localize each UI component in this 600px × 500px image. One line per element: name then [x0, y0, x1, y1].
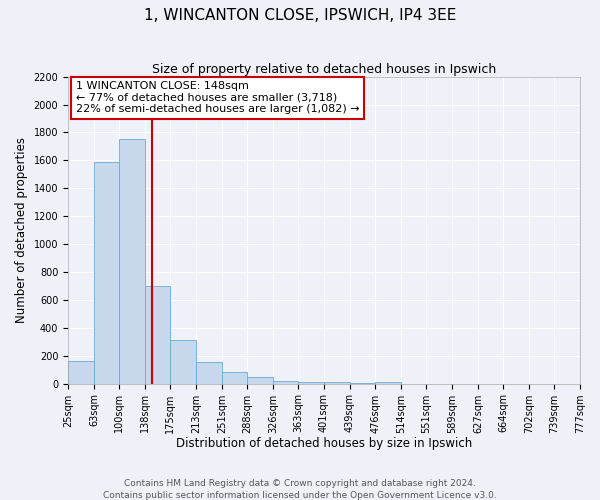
Text: Contains HM Land Registry data © Crown copyright and database right 2024.
Contai: Contains HM Land Registry data © Crown c…	[103, 478, 497, 500]
Bar	[298, 382, 324, 384]
Bar	[119, 140, 145, 384]
Bar	[350, 383, 375, 384]
Text: 1 WINCANTON CLOSE: 148sqm
← 77% of detached houses are smaller (3,718)
22% of se: 1 WINCANTON CLOSE: 148sqm ← 77% of detac…	[76, 82, 359, 114]
Bar	[145, 286, 170, 384]
Bar	[196, 362, 222, 384]
Bar	[94, 162, 119, 384]
Bar	[170, 340, 196, 384]
Bar	[68, 362, 94, 384]
Bar	[222, 372, 247, 384]
Y-axis label: Number of detached properties: Number of detached properties	[15, 137, 28, 323]
Bar	[375, 382, 401, 384]
Bar	[273, 381, 298, 384]
Text: 1, WINCANTON CLOSE, IPSWICH, IP4 3EE: 1, WINCANTON CLOSE, IPSWICH, IP4 3EE	[144, 8, 456, 22]
X-axis label: Distribution of detached houses by size in Ipswich: Distribution of detached houses by size …	[176, 437, 472, 450]
Bar	[247, 378, 273, 384]
Bar	[324, 382, 350, 384]
Title: Size of property relative to detached houses in Ipswich: Size of property relative to detached ho…	[152, 62, 496, 76]
